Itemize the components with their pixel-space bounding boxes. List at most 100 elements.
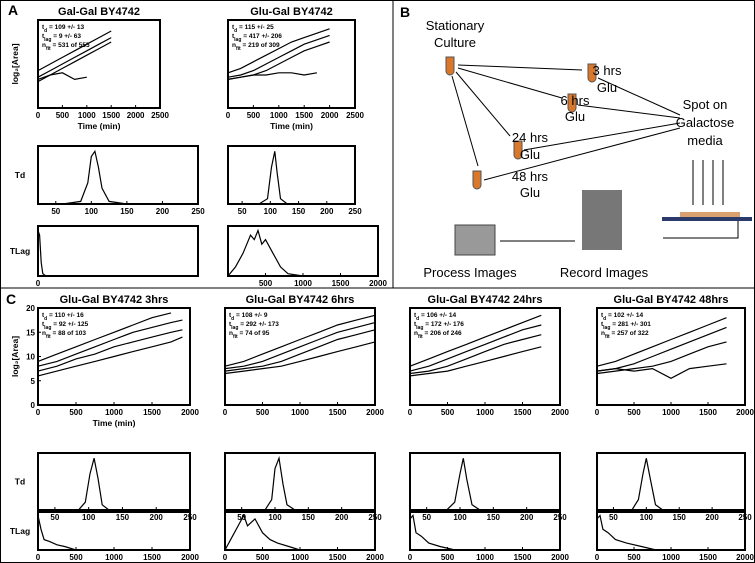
annotation: tlag = 172 +/- 176 [414, 321, 464, 331]
x-tick-label: 1500 [329, 408, 347, 417]
chart-title: Glu-Gal BY4742 6hrs [246, 294, 355, 306]
annotation-part: n [42, 330, 46, 337]
x-tick-label: 1000 [662, 408, 680, 417]
x-tick-label: 2000 [366, 553, 384, 562]
annotation: td = 109 +/- 13 [42, 24, 84, 34]
y-axis-label: TLag [10, 246, 30, 256]
x-tick-label: 1500 [143, 553, 161, 562]
annotation: nfit = 88 of 103 [42, 330, 86, 340]
step-label: Glu [565, 109, 585, 124]
series-line [596, 326, 727, 372]
annotation-part: fit [418, 334, 423, 340]
target-label: media [687, 133, 723, 148]
annotation: td = 102 +/- 14 [601, 312, 643, 322]
annotation: tlag = 9 +/- 63 [42, 33, 81, 43]
plot-frame [596, 452, 746, 511]
annotation: tlag = 281 +/- 301 [601, 321, 651, 331]
annotation-part: fit [236, 46, 241, 52]
x-tick-label: 1500 [332, 279, 350, 288]
annotation-part: t [414, 321, 417, 328]
annotation: nfit = 206 of 246 [414, 330, 462, 340]
x-tick-label: 500 [247, 111, 261, 120]
plate [680, 212, 740, 217]
plot-frame [37, 511, 191, 551]
annotation: nfit = 219 of 309 [232, 42, 280, 52]
x-tick-label: 200 [150, 513, 164, 522]
chart-title: Glu-Gal BY4742 3hrs [60, 294, 169, 306]
source-label: Culture [434, 35, 476, 50]
x-tick-label: 2000 [366, 408, 384, 417]
series-line [38, 458, 190, 511]
x-tick-label: 1500 [102, 111, 120, 120]
x-tick-label: 100 [82, 513, 96, 522]
series-line [38, 149, 198, 205]
plot-frame [596, 511, 746, 551]
annotation-part: t [232, 33, 235, 40]
annotation-part: = 206 of 246 [423, 330, 462, 337]
panel-label: C [6, 291, 16, 307]
x-tick-label: 500 [627, 408, 641, 417]
plot-frame [37, 225, 199, 277]
series-line [224, 514, 375, 551]
annotation-part: t [42, 321, 45, 328]
x-tick-label: 500 [69, 408, 83, 417]
x-tick-label: 150 [292, 207, 306, 216]
x-tick-label: 1500 [514, 408, 532, 417]
series-line [225, 455, 375, 511]
annotation-part: fit [46, 334, 51, 340]
x-tick-label: 1000 [105, 553, 123, 562]
annotation-part: = 74 of 95 [238, 330, 270, 337]
step-label: 24 hrs [512, 130, 549, 145]
y-axis-label: Td [15, 170, 25, 180]
y-axis-label: TLag [10, 526, 30, 536]
x-tick-label: 1500 [329, 553, 347, 562]
x-tick-label: 500 [441, 408, 455, 417]
step-label: 48 hrs [512, 169, 549, 184]
plot-frame [37, 452, 191, 511]
annotation-part: t [229, 312, 232, 319]
x-tick-label: 1500 [143, 408, 161, 417]
x-tick-label: 50 [238, 207, 247, 216]
x-tick-label: 0 [36, 111, 41, 120]
step-label: Glu [597, 80, 617, 95]
x-tick-label: 100 [453, 513, 467, 522]
x-tick-label: 250 [191, 207, 205, 216]
series-line [409, 324, 542, 372]
annotation-part: d [231, 316, 234, 322]
x-tick-label: 0 [36, 408, 41, 417]
x-tick-label: 2000 [181, 553, 199, 562]
annotation-part: t [229, 321, 232, 328]
annotation-part: fit [605, 334, 610, 340]
annotation-part: fit [46, 46, 51, 52]
diagram: Stationary Culture 3 hrs Glu 6 hrs Glu 2… [423, 18, 752, 280]
series-line [597, 458, 745, 511]
annotation-part: t [42, 312, 45, 319]
x-tick-label: 2000 [369, 279, 387, 288]
series-line [224, 314, 376, 367]
annotation-part: t [601, 312, 604, 319]
annotation-part: t [601, 321, 604, 328]
series-line [37, 230, 198, 277]
x-tick-label: 1500 [699, 553, 717, 562]
y-tick-label: 0 [31, 401, 36, 410]
x-tick-label: 1000 [476, 408, 494, 417]
x-tick-label: 150 [302, 513, 316, 522]
x-tick-label: 500 [69, 553, 83, 562]
y-axis-label: log₂[Area] [10, 43, 20, 84]
annotation-part: lag [231, 325, 238, 331]
annotation: td = 110 +/- 16 [42, 312, 84, 322]
x-tick-label: 0 [223, 408, 228, 417]
x-tick-label: 0 [408, 408, 413, 417]
annotation: tlag = 417 +/- 206 [232, 33, 282, 43]
annotation: tlag = 292 +/- 173 [229, 321, 279, 331]
annotation-part: d [234, 28, 237, 34]
series-line [37, 515, 190, 551]
annotation: td = 106 +/- 14 [414, 312, 456, 322]
x-tick-label: 500 [256, 408, 270, 417]
series-line [37, 336, 183, 377]
chart-title: Gal-Gal BY4742 [58, 6, 140, 18]
annotation-part: t [42, 24, 45, 31]
annotation-part: n [232, 42, 236, 49]
x-tick-label: 2000 [551, 408, 569, 417]
annotation-part: = 106 +/- 14 [419, 312, 456, 319]
